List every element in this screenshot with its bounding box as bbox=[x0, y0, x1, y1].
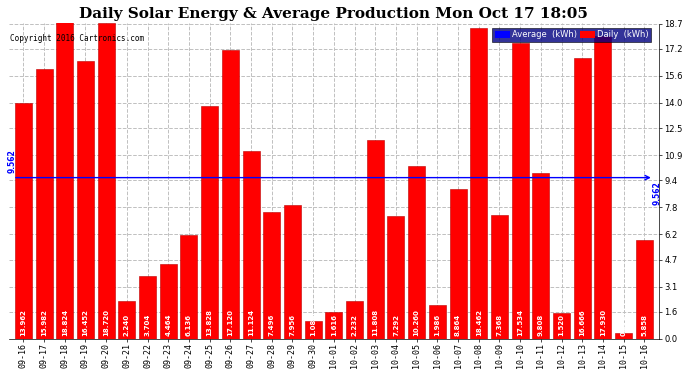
Bar bbox=[15, 104, 32, 339]
Bar bbox=[553, 313, 570, 339]
Text: 2.240: 2.240 bbox=[124, 314, 130, 336]
Text: 10.260: 10.260 bbox=[414, 309, 420, 336]
Bar bbox=[57, 21, 73, 339]
Bar bbox=[326, 312, 342, 339]
Text: 9.562: 9.562 bbox=[8, 150, 17, 173]
Bar bbox=[36, 69, 52, 339]
Legend: Average  (kWh), Daily  (kWh): Average (kWh), Daily (kWh) bbox=[493, 28, 651, 42]
Title: Daily Solar Energy & Average Production Mon Oct 17 18:05: Daily Solar Energy & Average Production … bbox=[79, 7, 589, 21]
Text: 16.666: 16.666 bbox=[580, 310, 585, 336]
Bar bbox=[201, 106, 218, 339]
Bar bbox=[243, 151, 259, 339]
Text: 11.808: 11.808 bbox=[373, 309, 378, 336]
Text: 3.704: 3.704 bbox=[145, 314, 150, 336]
Bar bbox=[119, 301, 135, 339]
Text: 17.534: 17.534 bbox=[518, 309, 523, 336]
Text: 15.982: 15.982 bbox=[41, 309, 47, 336]
Text: 16.452: 16.452 bbox=[83, 309, 88, 336]
Text: 13.828: 13.828 bbox=[207, 309, 213, 336]
Text: 11.124: 11.124 bbox=[248, 309, 254, 336]
Bar bbox=[181, 236, 197, 339]
Bar bbox=[636, 240, 653, 339]
Text: 1.084: 1.084 bbox=[310, 314, 316, 336]
Bar bbox=[284, 205, 301, 339]
Text: 18.720: 18.720 bbox=[104, 309, 109, 336]
Text: 18.824: 18.824 bbox=[62, 309, 68, 336]
Bar bbox=[595, 36, 611, 339]
Bar bbox=[305, 321, 322, 339]
Bar bbox=[471, 27, 487, 339]
Text: 17.120: 17.120 bbox=[228, 309, 233, 336]
Text: 17.930: 17.930 bbox=[600, 309, 606, 336]
Text: 8.864: 8.864 bbox=[455, 314, 461, 336]
Bar bbox=[77, 62, 94, 339]
Bar bbox=[367, 140, 384, 339]
Bar bbox=[491, 214, 508, 339]
Text: 9.808: 9.808 bbox=[538, 314, 544, 336]
Bar bbox=[139, 276, 156, 339]
Text: 0.378: 0.378 bbox=[621, 314, 627, 336]
Bar bbox=[429, 305, 446, 339]
Text: 7.956: 7.956 bbox=[290, 314, 295, 336]
Text: 1.986: 1.986 bbox=[435, 314, 440, 336]
Text: 7.496: 7.496 bbox=[269, 314, 275, 336]
Text: 2.232: 2.232 bbox=[352, 315, 357, 336]
Text: 4.464: 4.464 bbox=[166, 314, 171, 336]
Bar bbox=[264, 213, 280, 339]
Text: 7.292: 7.292 bbox=[393, 314, 399, 336]
Bar bbox=[615, 333, 632, 339]
Bar bbox=[98, 23, 115, 339]
Text: Copyright 2016 Cartronics.com: Copyright 2016 Cartronics.com bbox=[10, 34, 144, 43]
Text: 6.136: 6.136 bbox=[186, 314, 192, 336]
Text: 5.858: 5.858 bbox=[642, 314, 647, 336]
Bar bbox=[388, 216, 404, 339]
Bar bbox=[222, 50, 239, 339]
Text: 9.562: 9.562 bbox=[652, 181, 661, 205]
Text: 1.616: 1.616 bbox=[331, 314, 337, 336]
Text: 1.520: 1.520 bbox=[559, 314, 564, 336]
Text: 13.962: 13.962 bbox=[21, 309, 26, 336]
Text: 18.462: 18.462 bbox=[476, 309, 482, 336]
Bar bbox=[160, 264, 177, 339]
Bar bbox=[512, 43, 529, 339]
Bar bbox=[408, 166, 425, 339]
Bar bbox=[574, 58, 591, 339]
Bar bbox=[450, 189, 466, 339]
Bar bbox=[346, 301, 363, 339]
Text: 7.368: 7.368 bbox=[497, 314, 502, 336]
Bar bbox=[533, 174, 549, 339]
